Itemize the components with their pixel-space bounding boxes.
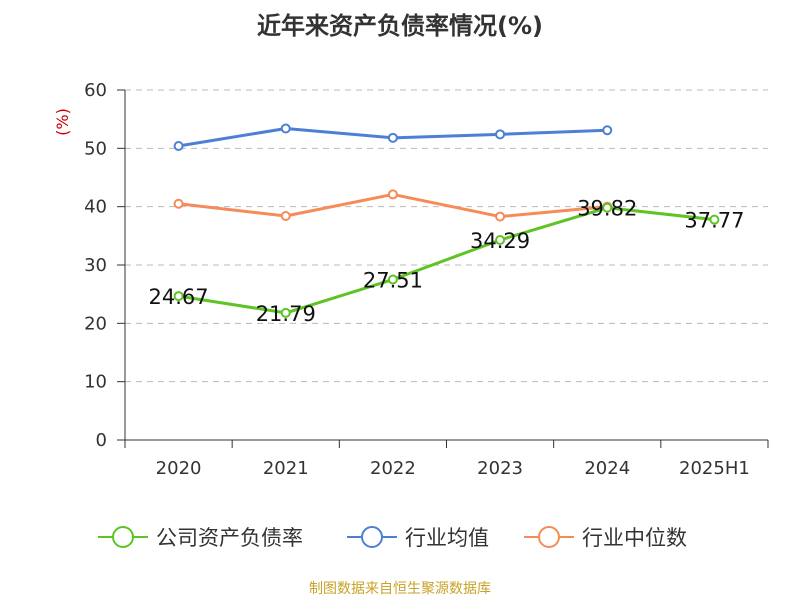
data-label: 37.77 <box>684 209 744 233</box>
legend-swatch-marker <box>538 526 560 548</box>
data-point <box>280 211 291 221</box>
data-point <box>602 202 613 213</box>
source-note: 制图数据来自恒生聚源数据库 <box>309 581 491 597</box>
legend-item-2: 行业中位数 <box>524 526 687 550</box>
legend-swatch-marker <box>112 526 134 548</box>
data-point <box>602 125 613 136</box>
legend-layer: 公司资产负债率 行业均值 行业中位数 <box>98 526 687 550</box>
y-tick-label: 60 <box>84 80 107 101</box>
legend-label: 行业中位数 <box>582 526 687 550</box>
legend-item-0: 公司资产负债率 <box>98 526 303 550</box>
data-point <box>173 141 184 151</box>
series-layer <box>173 123 720 318</box>
y-axis-label: (%) <box>53 108 72 136</box>
data-point <box>495 211 506 222</box>
y-tick-label: 0 <box>96 430 107 451</box>
x-tick-label: 2020 <box>156 458 202 479</box>
grid-layer <box>125 89 768 383</box>
x-tick-label: 2022 <box>370 458 416 479</box>
x-tick-label: 2023 <box>477 458 523 479</box>
data-point <box>709 214 720 225</box>
data-point <box>173 291 184 302</box>
axis-layer: 0 10 20 30 40 50 60 2020 2021 2022 2023 2024 2025H1 (… <box>53 80 769 479</box>
legend-swatch-marker <box>361 526 383 548</box>
data-label: 34.29 <box>470 229 530 253</box>
data-point <box>173 198 184 209</box>
data-point <box>495 234 506 245</box>
label-layer: 24.67 21.79 27.51 34.29 39.82 37.77 <box>149 197 745 326</box>
x-tick-label: 2025H1 <box>679 458 750 479</box>
y-tick-label: 50 <box>84 138 107 159</box>
series-line-0 <box>178 206 715 315</box>
data-label: 39.82 <box>577 197 637 221</box>
data-label: 27.51 <box>363 269 423 293</box>
x-tick-label: 2021 <box>263 458 309 479</box>
data-point <box>387 132 398 143</box>
y-tick-label: 40 <box>84 197 107 218</box>
y-tick-label: 20 <box>84 313 107 334</box>
y-tick-label: 30 <box>84 255 107 276</box>
data-point <box>495 129 506 140</box>
chart-title: 近年来资产负债率情况(%) <box>257 12 543 40</box>
legend-label: 公司资产负债率 <box>156 526 303 550</box>
data-label: 24.67 <box>149 285 209 309</box>
legend-label: 行业均值 <box>405 526 489 550</box>
data-label: 21.79 <box>256 302 316 326</box>
x-tick-label: 2024 <box>584 458 630 479</box>
data-point <box>387 274 398 285</box>
data-point <box>387 189 398 200</box>
data-point <box>280 123 291 134</box>
legend-item-1: 行业均值 <box>347 526 489 550</box>
data-point <box>280 307 291 318</box>
y-tick-label: 10 <box>84 372 107 393</box>
